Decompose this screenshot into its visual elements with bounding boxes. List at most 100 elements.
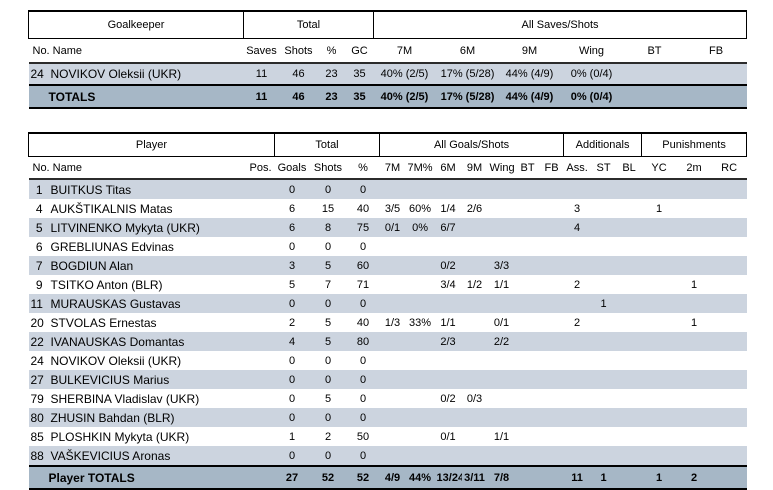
stat-cell <box>379 332 406 351</box>
stat-cell <box>516 351 540 370</box>
stat-cell <box>461 408 488 427</box>
stat-cell <box>563 294 591 313</box>
player-name: ZHUSIN Bahdan (BLR) <box>46 408 247 427</box>
col-header-percent: % <box>346 156 380 180</box>
player-number: 85 <box>30 429 44 444</box>
stat-cell <box>676 294 712 313</box>
totals-stat-cell: 40% (2/5) <box>373 84 436 109</box>
player-name: VAŠKEVICIUS Aronas <box>46 446 247 466</box>
player-number: 20 <box>30 315 44 330</box>
stat-cell <box>380 427 406 446</box>
stat-cell: 40 <box>356 316 370 329</box>
stat-cell: 0 <box>359 392 367 405</box>
stat-cell: 1/1 <box>440 316 456 329</box>
stat-cell: 7 <box>324 278 332 291</box>
stat-cell <box>461 446 488 466</box>
stat-cell: 6/7 <box>434 218 462 237</box>
player-name: GREBLIUNAS Edvinas <box>50 239 174 254</box>
stat-cell: 2 <box>288 316 296 329</box>
stat-cell <box>515 408 540 427</box>
player-number: 24 <box>28 63 47 85</box>
stat-cell <box>246 179 275 199</box>
table-row: 11 MURAUSKAS Gustavas 0 0 0 1 <box>28 294 747 313</box>
stat-cell: 3/3 <box>487 256 516 275</box>
stat-cell <box>487 218 516 237</box>
stat-cell <box>591 389 617 408</box>
stat-cell <box>590 179 617 199</box>
totals-stat-cell: 2 <box>676 465 712 490</box>
table-row: 4 AUKŠTIKALNIS Matas 6 15 40 3/5 60% 1/4 2/6 3 1 <box>29 199 747 218</box>
player-table: Player Total All Goals/Shots Additionals… <box>28 132 748 490</box>
stat-cell <box>641 446 677 466</box>
goalkeeper-column-header-row: No. Name Saves Shots % GC 7M 6M 9M Wing … <box>28 38 747 64</box>
stat-cell <box>591 351 617 370</box>
stat-cell: 0 <box>346 446 380 466</box>
stat-cell: 1/1 <box>493 278 510 291</box>
goalkeeper-table: Goalkeeper Total All Saves/Shots No. Nam… <box>28 10 748 109</box>
col-header-7m: 7M <box>373 38 436 64</box>
stat-cell: 0% (0/4) <box>559 63 624 85</box>
table-row: 79 SHERBINA Vladislav (UKR) 0 5 0 0/2 0/3 <box>29 389 747 408</box>
player-name: BOGDIUN Alan <box>46 256 247 275</box>
stat-cell <box>540 275 564 294</box>
player-name: AUKŠTIKALNIS Matas <box>50 201 173 216</box>
stat-cell: 60% <box>409 202 432 215</box>
col-header-red-card: RC <box>711 156 747 180</box>
totals-stat-cell <box>623 84 686 109</box>
stat-cell: 1 <box>691 278 698 291</box>
stat-cell <box>676 446 712 466</box>
stat-cell <box>540 427 564 446</box>
stat-cell: 75 <box>346 218 380 237</box>
player-name: STVOLAS Ernestas <box>50 315 157 330</box>
stat-cell: 0 <box>309 408 347 427</box>
col-header-7m: 7M <box>379 156 406 180</box>
totals-stat-cell: 46 <box>279 84 318 109</box>
match-stats-sheet: Goalkeeper Total All Saves/Shots No. Nam… <box>28 10 748 490</box>
stat-cell <box>641 218 677 237</box>
player-number: 6 <box>35 239 43 254</box>
stat-cell <box>564 427 591 446</box>
totals-stat-cell: 52 <box>309 465 347 490</box>
table-row: 7 BOGDIUN Alan 3 5 60 0/2 3/3 <box>28 256 747 275</box>
stat-cell <box>617 427 642 446</box>
stat-cell: 1/1 <box>493 430 510 443</box>
stat-cell <box>246 408 275 427</box>
player-number: 27 <box>28 370 47 389</box>
stat-cell <box>712 389 747 408</box>
stat-cell <box>434 179 462 199</box>
stat-cell <box>642 389 677 408</box>
table-row: 80 ZHUSIN Bahdan (BLR) 0 0 0 <box>28 408 747 427</box>
group-header-additionals: Additionals <box>563 132 643 157</box>
stat-cell: 0% <box>405 218 435 237</box>
totals-stat-cell <box>616 465 642 490</box>
stat-cell <box>406 427 435 446</box>
col-header-bt: BT <box>623 38 686 64</box>
stat-cell <box>676 370 712 389</box>
stat-cell: 60 <box>346 256 380 275</box>
stat-cell <box>487 408 516 427</box>
stat-cell <box>685 63 747 85</box>
totals-stat-cell: 27 <box>274 465 310 490</box>
totals-stat-cell <box>711 465 747 490</box>
stat-cell <box>712 199 747 218</box>
stat-cell: 1 <box>590 294 617 313</box>
stat-cell <box>539 370 564 389</box>
stat-cell <box>462 351 488 370</box>
col-header-2m: 2m <box>676 156 712 180</box>
totals-stat-cell <box>539 465 564 490</box>
col-header-wing: Wing <box>559 38 624 64</box>
stat-cell <box>247 427 275 446</box>
stat-cell: 0 <box>274 408 310 427</box>
player-rows: 1 BUITKUS Titas 0 0 0 4 AUKŠTIKALNIS Matas 6 15 4… <box>28 179 747 466</box>
player-name: BUITKUS Titas <box>46 179 247 199</box>
stat-cell: 40 <box>356 202 370 215</box>
stat-cell <box>676 218 712 237</box>
stat-cell: 80 <box>346 332 380 351</box>
stat-cell <box>676 408 712 427</box>
totals-stat-cell <box>685 84 747 109</box>
stat-cell <box>379 446 406 466</box>
stat-cell <box>564 389 591 408</box>
stat-cell <box>563 256 591 275</box>
stat-cell: 0 <box>324 240 332 253</box>
stat-cell <box>563 179 591 199</box>
